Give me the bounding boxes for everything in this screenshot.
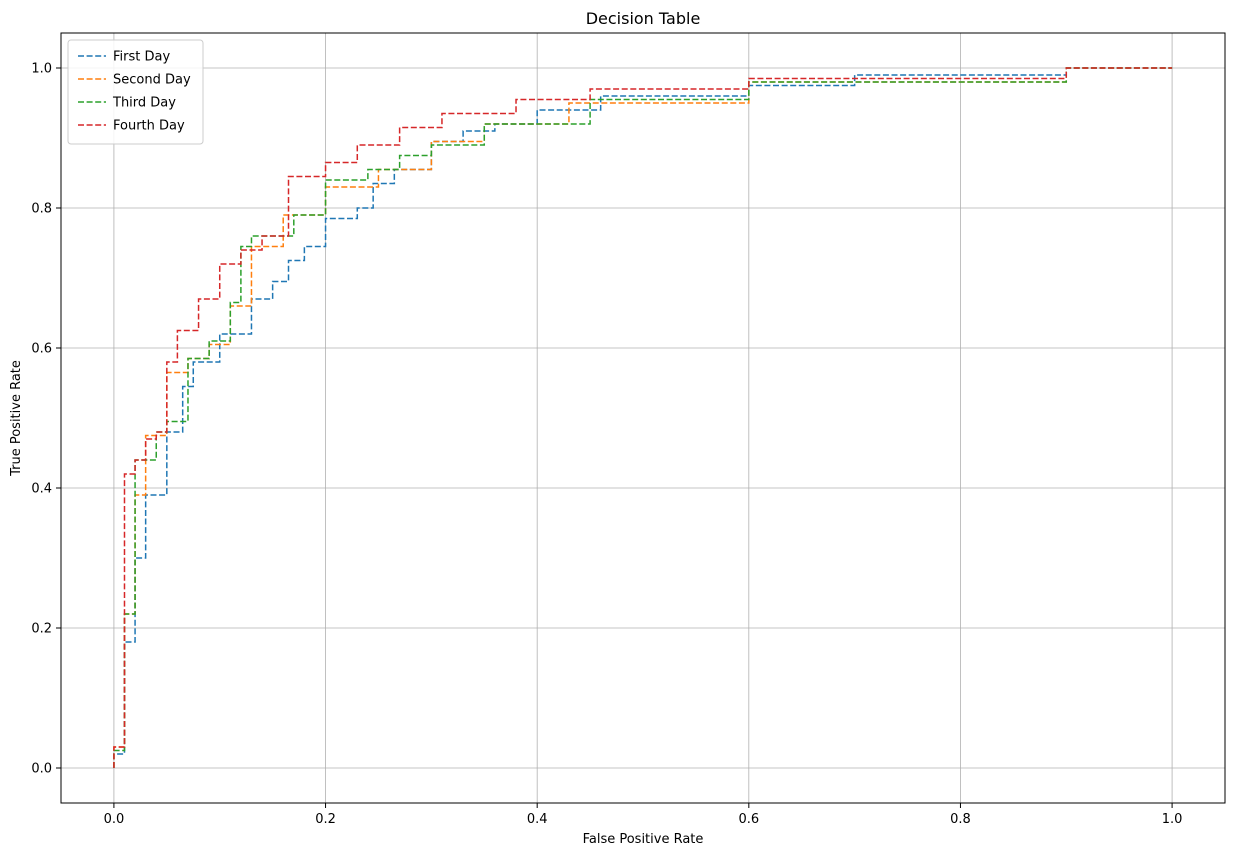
series-lines	[113, 67, 1173, 768]
x-tick-label: 0.4	[527, 812, 548, 827]
series-line-3	[113, 67, 1173, 768]
legend-label: First Day	[113, 50, 170, 65]
legend-label: Fourth Day	[113, 119, 185, 134]
series-line-2	[113, 67, 1173, 768]
y-tick-label: 0.2	[31, 622, 52, 637]
y-tick-label: 0.6	[31, 342, 52, 357]
chart-title: Decision Table	[586, 9, 701, 28]
legend-label: Third Day	[112, 96, 176, 111]
y-tick-label: 0.4	[31, 482, 52, 497]
legend-label: Second Day	[113, 73, 191, 88]
plot-frame	[60, 32, 1226, 804]
series-line-1	[113, 67, 1173, 768]
x-tick-label: 1.0	[1162, 812, 1183, 827]
axis-ticks: 0.0 0.2 0.4 0.6 0.8 1.0 0.0 0.2 0.4 0.6 0.8 1.0	[31, 62, 1182, 828]
legend-box	[67, 39, 204, 145]
grid	[61, 33, 1225, 803]
x-tick-label: 0.2	[315, 812, 336, 827]
x-tick-label: 0.0	[104, 812, 125, 827]
x-axis-label: False Positive Rate	[583, 832, 704, 847]
y-tick-label: 0.0	[31, 762, 52, 777]
y-tick-label: 0.8	[31, 202, 52, 217]
x-tick-label: 0.8	[950, 812, 971, 827]
legend: First Day Second Day Third Day Fourth Day	[67, 39, 204, 145]
y-tick-label: 1.0	[31, 62, 52, 77]
x-tick-label: 0.6	[738, 812, 759, 827]
series-line-4	[113, 67, 1173, 768]
y-axis-label: True Positive Rate	[9, 360, 24, 477]
